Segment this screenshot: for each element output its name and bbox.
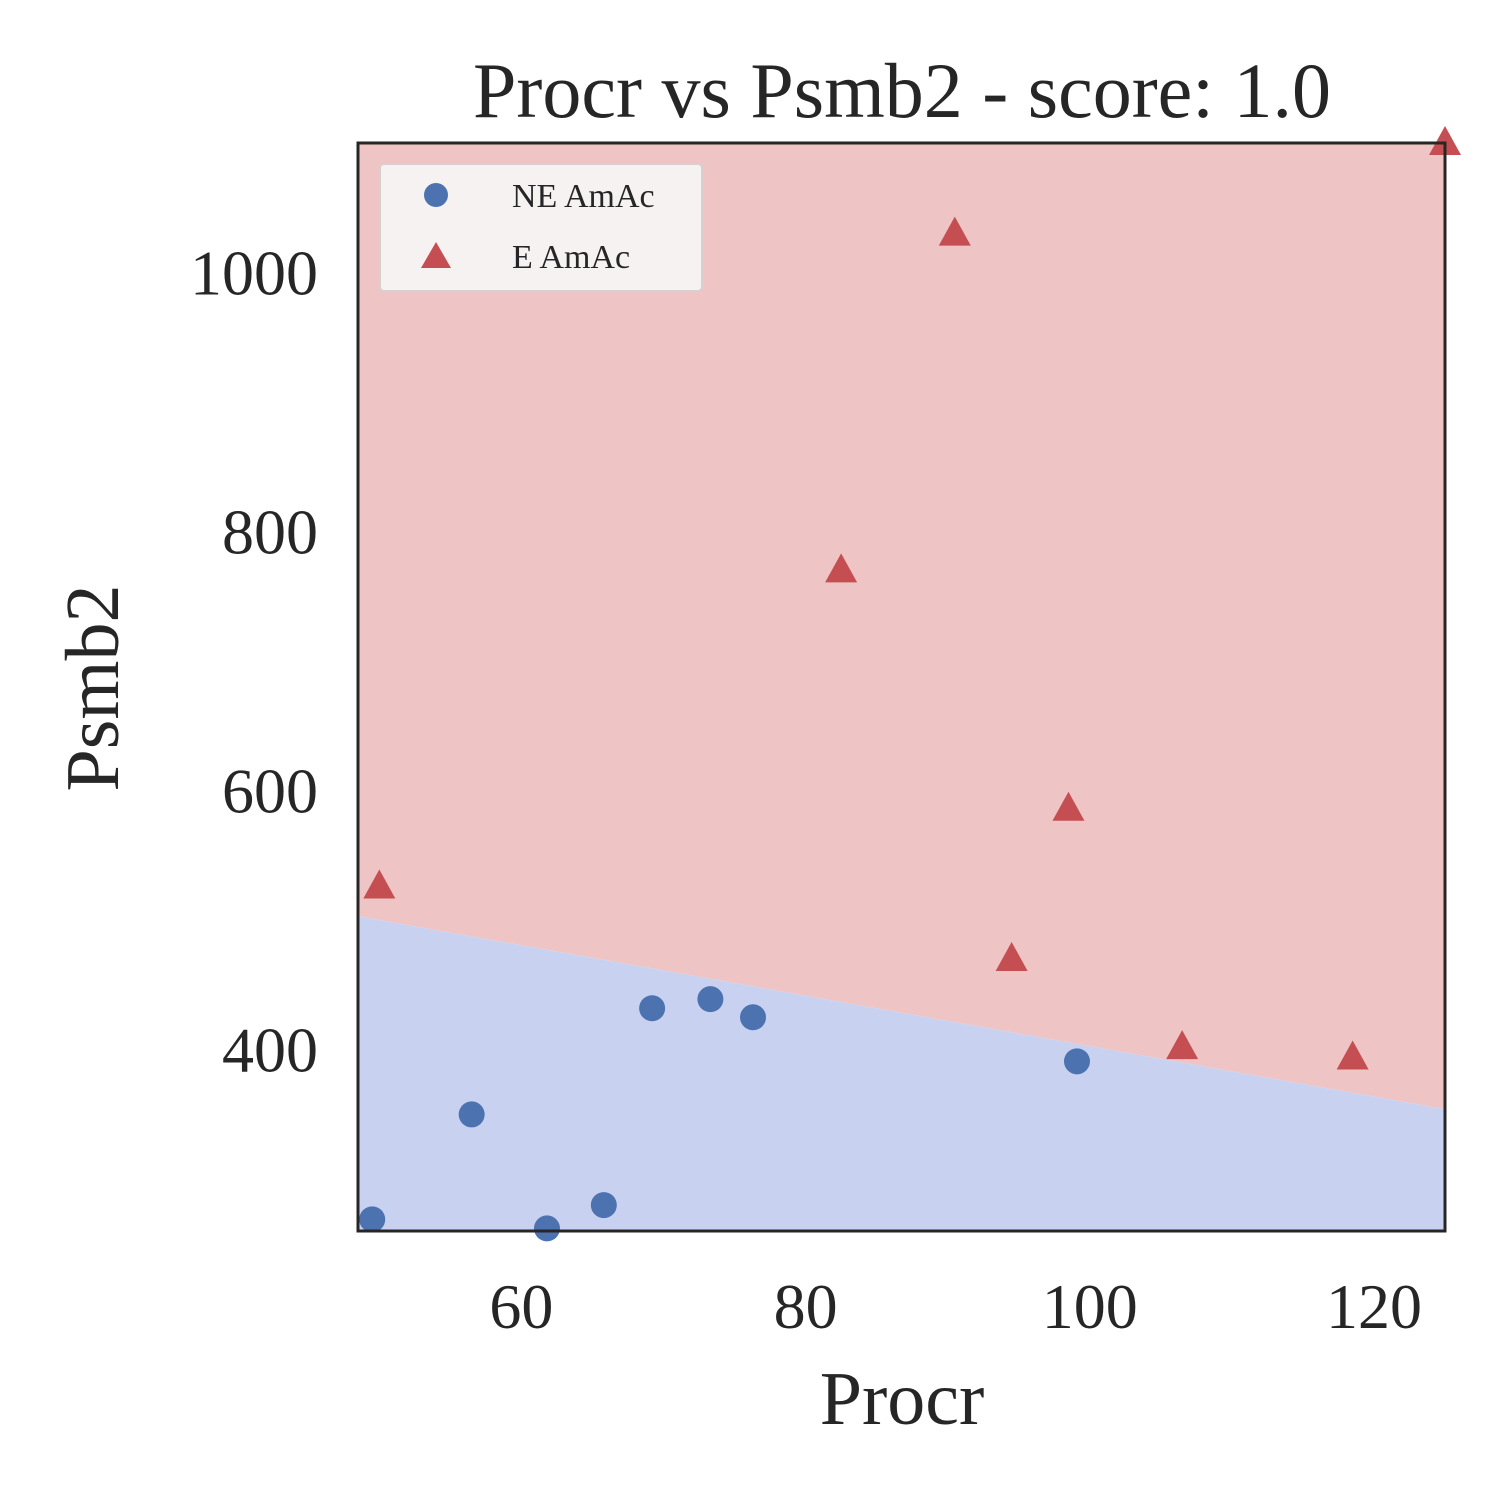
region-ne-amac — [358, 916, 1445, 1231]
y-tick-label: 1000 — [190, 238, 318, 309]
data-point — [363, 869, 396, 899]
legend-label-e-amac: E AmAc — [512, 239, 630, 276]
points-layer — [359, 126, 1461, 1242]
data-point — [590, 1192, 617, 1219]
legend-box — [379, 163, 703, 292]
data-point — [359, 1206, 386, 1233]
data-point — [1429, 126, 1461, 155]
y-tick-label: 400 — [222, 1015, 318, 1086]
series-ne-amac — [359, 986, 1090, 1242]
x-tick-label: 80 — [774, 1271, 838, 1342]
legend-label-ne-amac: NE AmAc — [512, 178, 655, 215]
data-point — [1063, 1048, 1090, 1075]
y-tick-label: 600 — [222, 756, 318, 827]
x-axis-ticks: 60 80 100 120 — [489, 1271, 1422, 1342]
data-point — [458, 1101, 485, 1128]
x-tick-label: 120 — [1326, 1271, 1422, 1342]
series-e-amac — [363, 126, 1461, 1070]
y-axis-label: Psmb2 — [51, 585, 135, 792]
region-e-amac — [358, 143, 1445, 1110]
legend: NE AmAc E AmAc — [379, 163, 703, 292]
chart-title: Procr vs Psmb2 - score: 1.0 — [473, 47, 1331, 134]
data-point — [639, 995, 666, 1022]
data-point — [825, 553, 858, 583]
legend-marker-e-amac — [421, 242, 451, 268]
data-point — [995, 942, 1028, 971]
x-tick-label: 100 — [1042, 1271, 1138, 1342]
data-point — [1166, 1030, 1199, 1060]
data-point — [697, 986, 724, 1013]
y-axis-ticks: 400 600 800 1000 — [190, 238, 318, 1086]
plot-frame — [356, 141, 1447, 1233]
x-tick-label: 60 — [489, 1271, 553, 1342]
legend-marker-ne-amac — [424, 183, 448, 207]
y-tick-label: 800 — [222, 497, 318, 568]
data-point — [938, 216, 971, 246]
x-axis-label: Procr — [820, 1357, 985, 1441]
data-point — [1052, 791, 1085, 821]
plot-area — [356, 126, 1461, 1242]
data-point — [533, 1215, 560, 1242]
data-point — [740, 1004, 767, 1031]
data-point — [1336, 1040, 1369, 1070]
